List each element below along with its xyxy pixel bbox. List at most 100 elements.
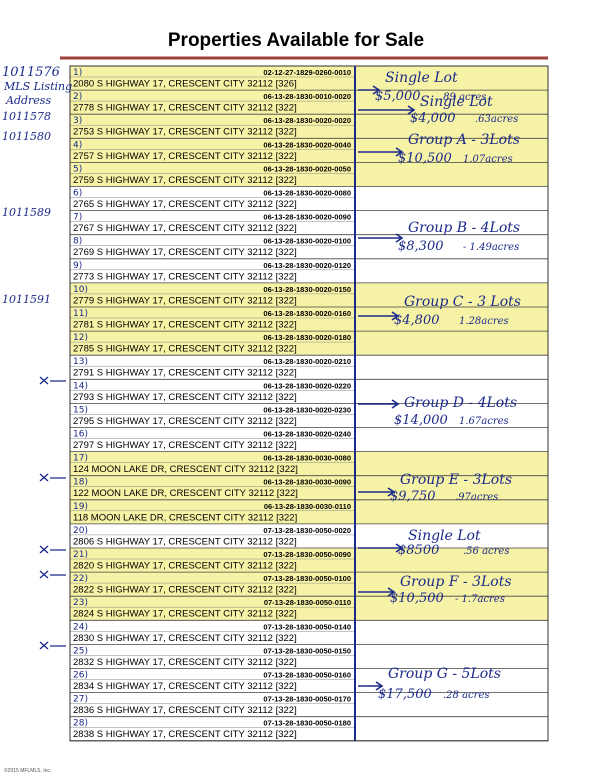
highlight	[70, 548, 548, 573]
group-price: $8,300	[398, 239, 444, 254]
group-acres: 1.67acres	[459, 416, 509, 427]
arrow	[358, 587, 396, 597]
arrow	[358, 487, 396, 497]
check-mark	[39, 376, 66, 385]
address: 2797 S HIGHWAY 17, CRESCENT CITY 32112 […	[73, 440, 297, 451]
arrow	[358, 233, 404, 243]
group-acres: 1.07acres	[463, 154, 513, 165]
row-number: 26)	[73, 671, 88, 681]
parcel-id: 06-13-28-1830-0030-0090	[263, 478, 351, 487]
row-number: 6)	[73, 189, 82, 199]
address: 2781 S HIGHWAY 17, CRESCENT CITY 32112 […	[73, 320, 297, 331]
margin-note: 1011589	[2, 206, 51, 219]
parcel-id: 06-13-28-1830-0030-0110	[264, 502, 351, 511]
group-label: Group F - 3Lots	[400, 574, 512, 590]
address: 2769 S HIGHWAY 17, CRESCENT CITY 32112 […	[73, 247, 297, 258]
group-label: Group E - 3Lots	[400, 472, 512, 488]
parcel-id: 06-13-28-1830-0020-0160	[263, 309, 351, 318]
margin-note: MLS Listing	[3, 80, 72, 93]
address: 2834 S HIGHWAY 17, CRESCENT CITY 32112 […	[73, 681, 297, 692]
parcel-id: 07-13-28-1830-0050-0090	[263, 550, 351, 559]
row-number: 10)	[73, 285, 88, 295]
parcel-id: 06-13-28-1830-0020-0180	[263, 333, 351, 342]
row-number: 1)	[73, 68, 82, 78]
check-mark	[39, 570, 66, 579]
group-price: $10,500	[398, 151, 452, 166]
row-number: 3)	[73, 116, 82, 126]
address: 2793 S HIGHWAY 17, CRESCENT CITY 32112 […	[73, 392, 297, 403]
address: 2785 S HIGHWAY 17, CRESCENT CITY 32112 […	[73, 344, 297, 355]
group-label: Single Lot	[408, 528, 481, 544]
row-number: 22)	[73, 574, 88, 584]
row-number: 23)	[73, 598, 88, 608]
parcel-id: 06-13-28-1830-0030-0080	[263, 454, 351, 463]
address: 2822 S HIGHWAY 17, CRESCENT CITY 32112 […	[73, 585, 297, 596]
address: 2080 S HIGHWAY 17, CRESCENT CITY 32112 […	[73, 79, 297, 90]
parcel-id: 06-13-28-1830-0020-0230	[263, 405, 351, 414]
address: 2753 S HIGHWAY 17, CRESCENT CITY 32112 […	[73, 127, 297, 138]
row-number: 15)	[73, 405, 88, 415]
group-price: $5,000	[375, 89, 421, 104]
highlight	[70, 596, 548, 621]
margin-note: 1011576	[2, 65, 60, 80]
row-number: 4)	[73, 140, 82, 150]
check-mark	[39, 473, 66, 482]
check-mark	[39, 545, 66, 554]
group-acres: .28 acres	[443, 690, 489, 701]
address: 2795 S HIGHWAY 17, CRESCENT CITY 32112 […	[73, 416, 297, 427]
row-number: 27)	[73, 695, 88, 705]
arrow	[358, 311, 400, 321]
margin-note: 1011591	[2, 293, 51, 306]
row-number: 5)	[73, 164, 82, 174]
row-number: 21)	[73, 550, 88, 560]
row-number: 24)	[73, 622, 88, 632]
table-border	[69, 65, 549, 742]
parcel-id: 07-13-28-1830-0050-0140	[263, 622, 351, 631]
margin-note: 1011578	[2, 110, 51, 123]
row-number: 25)	[73, 646, 88, 656]
highlight	[70, 90, 548, 115]
address: 118 MOON LAKE DR, CRESCENT CITY 32112 [3…	[73, 512, 297, 523]
row-number: 19)	[73, 502, 88, 512]
address: 2765 S HIGHWAY 17, CRESCENT CITY 32112 […	[73, 199, 297, 210]
parcel-id: 07-13-28-1830-0050-0160	[263, 671, 351, 680]
parcel-id: 07-13-28-1830-0050-0170	[263, 695, 351, 704]
parcel-id: 07-13-28-1830-0050-0150	[263, 646, 351, 655]
highlight	[70, 451, 548, 476]
highlight	[70, 499, 548, 524]
group-price: $17,500	[378, 687, 432, 702]
group-label: Group B - 4Lots	[408, 220, 520, 236]
arrow	[358, 543, 404, 553]
group-acres: .89 acres	[440, 92, 486, 103]
parcel-id: 02-12-27-1829-0260-0010	[263, 68, 351, 77]
parcel-id: 07-13-28-1830-0050-0180	[263, 719, 351, 728]
footer: ©2015 MFLMLS, Inc.	[4, 767, 51, 774]
parcel-id: 06-13-28-1830-0020-0240	[263, 430, 351, 439]
address: 2791 S HIGHWAY 17, CRESCENT CITY 32112 […	[73, 368, 297, 379]
group-price: $8500	[398, 543, 439, 558]
row-number: 11)	[73, 309, 88, 319]
row-number: 7)	[73, 213, 82, 223]
parcel-id: 06-13-28-1830-0020-0040	[263, 140, 351, 149]
group-acres: .63acres	[475, 114, 518, 125]
highlight	[70, 331, 548, 356]
group-label: Group D - 4Lots	[404, 395, 517, 411]
arrow	[358, 147, 404, 157]
address: 2830 S HIGHWAY 17, CRESCENT CITY 32112 […	[73, 633, 297, 644]
address: 2759 S HIGHWAY 17, CRESCENT CITY 32112 […	[73, 175, 297, 186]
group-label: Group G - 5Lots	[388, 666, 501, 682]
row-number: 8)	[73, 237, 82, 247]
parcel-id: 06-13-28-1830-0010-0020	[263, 92, 351, 101]
group-acres: .97acres	[455, 492, 498, 503]
parcel-id: 06-13-28-1830-0020-0210	[263, 357, 351, 366]
address: 122 MOON LAKE DR, CRESCENT CITY 32112 [3…	[73, 488, 298, 499]
group-price: $14,000	[394, 413, 448, 428]
arrow	[358, 85, 381, 95]
group-acres: - 1.7acres	[455, 594, 505, 605]
row-number: 16)	[73, 430, 88, 440]
group-price: $10,500	[390, 591, 444, 606]
margin-note: 1011580	[2, 130, 51, 143]
parcel-id: 07-13-28-1830-0050-0110	[264, 598, 351, 607]
